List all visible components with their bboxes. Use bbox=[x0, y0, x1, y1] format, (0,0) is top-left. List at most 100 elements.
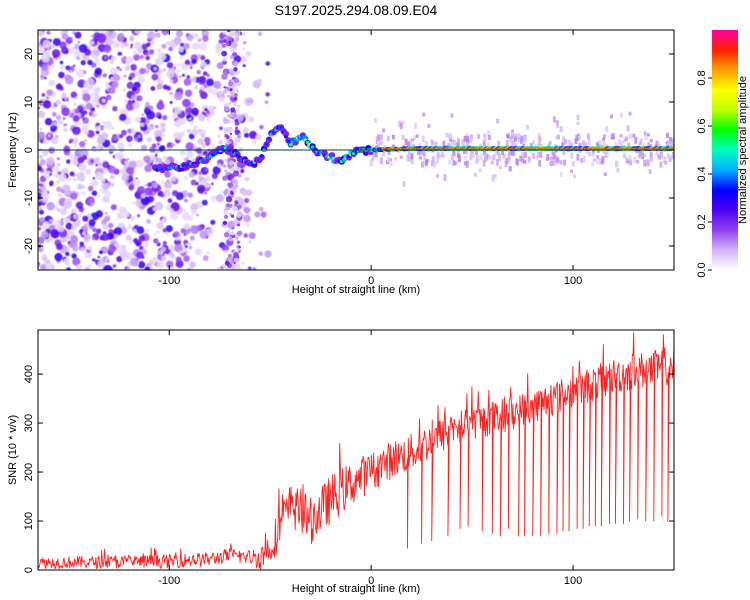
spectrogram-cell bbox=[643, 131, 647, 136]
spectrogram-cell bbox=[189, 261, 196, 269]
spectrogram-cell bbox=[605, 152, 609, 158]
spectrogram-cell bbox=[95, 228, 102, 235]
spectrogram-cell bbox=[134, 116, 142, 124]
spectrogram-cell bbox=[559, 126, 563, 133]
spectrogram-cell bbox=[203, 83, 208, 88]
snr-series-line bbox=[38, 332, 674, 570]
spectrogram-cell bbox=[279, 125, 284, 130]
spectrogram-cell bbox=[46, 89, 53, 96]
spectrogram-cell bbox=[510, 150, 514, 156]
spectrogram-cell bbox=[237, 230, 243, 236]
spectrogram-cell bbox=[170, 175, 177, 182]
spectrogram-cell bbox=[657, 142, 661, 149]
spectrogram-cell bbox=[117, 33, 125, 41]
spectrogram-cell bbox=[53, 165, 60, 172]
spectrogram-cell bbox=[125, 267, 131, 270]
spectrogram-cell bbox=[236, 213, 242, 219]
spectrogram-cell bbox=[156, 48, 162, 53]
spectrogram-cell bbox=[204, 176, 211, 182]
spectrogram-cell bbox=[221, 43, 226, 48]
colorbar: 0.0 0.2 0.4 0.6 0.8 Normalized spectral ampl… bbox=[696, 30, 749, 278]
spectrogram-cell bbox=[202, 144, 207, 149]
spectrogram-cell bbox=[231, 226, 235, 230]
spectrogram-cell bbox=[620, 112, 623, 118]
spectrogram-cell bbox=[224, 158, 229, 163]
spectrogram-cell bbox=[229, 203, 233, 208]
spectrogram-cell bbox=[108, 82, 113, 86]
spectrogram-cell bbox=[226, 30, 231, 33]
spectrogram-cell bbox=[165, 194, 169, 198]
spectrogram-cell bbox=[156, 230, 160, 234]
spectrogram-cell bbox=[96, 194, 100, 198]
spectrogram-cell bbox=[197, 184, 205, 193]
spectrogram-cell bbox=[505, 133, 509, 137]
spectrogram-cell bbox=[526, 124, 529, 130]
spectrogram-cell bbox=[471, 154, 475, 158]
spectrogram-cell bbox=[563, 159, 567, 166]
spectrogram-cells bbox=[38, 30, 674, 270]
spectrogram-cell bbox=[144, 266, 151, 270]
spectrogram-cell bbox=[174, 244, 183, 253]
spectrogram-cell bbox=[243, 206, 251, 214]
spectrogram-cell bbox=[108, 165, 116, 174]
spectrogram-cell bbox=[162, 84, 168, 90]
spectrogram-cell bbox=[170, 211, 179, 220]
spectrogram-cell bbox=[643, 153, 647, 157]
spectrogram-cell bbox=[103, 44, 112, 53]
spectrogram-cell bbox=[70, 192, 78, 200]
spectrogram-cell bbox=[126, 158, 130, 161]
spectrogram-cell bbox=[186, 129, 192, 134]
spectrogram-cell bbox=[112, 106, 118, 112]
spectrogram-cell bbox=[137, 134, 141, 139]
spectrogram-cell bbox=[234, 30, 241, 37]
spectrogram-cell bbox=[190, 179, 197, 186]
spectrogram-cell bbox=[73, 214, 78, 220]
spectrogram-cell bbox=[186, 75, 190, 79]
spectrogram-cell bbox=[169, 91, 173, 96]
spectrogram-cell bbox=[64, 123, 68, 127]
spectrogram-cell bbox=[498, 166, 502, 170]
spectrogram-cell bbox=[451, 142, 455, 147]
spectrogram-cell bbox=[456, 148, 460, 155]
x-tick-label: 100 bbox=[564, 275, 582, 287]
spectrogram-cell bbox=[131, 201, 135, 205]
spectrogram-cell bbox=[188, 245, 193, 250]
spectrogram-cell bbox=[117, 142, 125, 150]
spectrogram-cell bbox=[169, 208, 175, 214]
spectrogram-cell bbox=[521, 152, 524, 157]
spectrogram-cell bbox=[95, 130, 100, 135]
spectrogram-cell bbox=[132, 50, 137, 56]
spectrogram-cell bbox=[662, 156, 666, 160]
spectrogram-cell bbox=[145, 69, 150, 74]
spectrogram-cell bbox=[204, 191, 208, 195]
spectrogram-cell bbox=[378, 141, 382, 146]
spectrogram-cell bbox=[183, 255, 190, 262]
spectrogram-cell bbox=[230, 214, 235, 218]
spectrogram-cell bbox=[200, 61, 208, 68]
x-tick-label: 0 bbox=[368, 575, 374, 587]
spectrogram-cell bbox=[643, 160, 647, 164]
spectrogram-cell bbox=[70, 91, 78, 99]
spectrogram-cell bbox=[382, 128, 386, 133]
spectrogram-cell bbox=[125, 61, 130, 66]
spectrogram-cell bbox=[38, 30, 45, 37]
spectrogram-cell bbox=[223, 118, 229, 124]
spectrogram-cell bbox=[574, 138, 578, 144]
spectrogram-cell bbox=[237, 198, 241, 202]
spectrogram-cell bbox=[473, 172, 477, 177]
spectrogram-cell bbox=[84, 139, 87, 142]
spectrogram-cell bbox=[532, 152, 536, 160]
spectrogram-cell bbox=[197, 113, 206, 122]
spectrogram-cell bbox=[538, 136, 542, 143]
spectrogram-cell bbox=[484, 155, 488, 162]
spectrogram-cell bbox=[83, 82, 90, 89]
spectrogram-cell bbox=[552, 152, 556, 160]
spectrogram-cell bbox=[450, 139, 454, 145]
spectrogram-cell bbox=[133, 41, 142, 50]
spectrogram-cell bbox=[188, 171, 195, 178]
spectrogram-cell bbox=[445, 132, 449, 138]
spectrogram-cell bbox=[186, 114, 191, 119]
spectrogram-cell bbox=[144, 187, 153, 196]
spectrogram-cell bbox=[562, 150, 566, 155]
spectrogram-cell bbox=[200, 133, 206, 139]
